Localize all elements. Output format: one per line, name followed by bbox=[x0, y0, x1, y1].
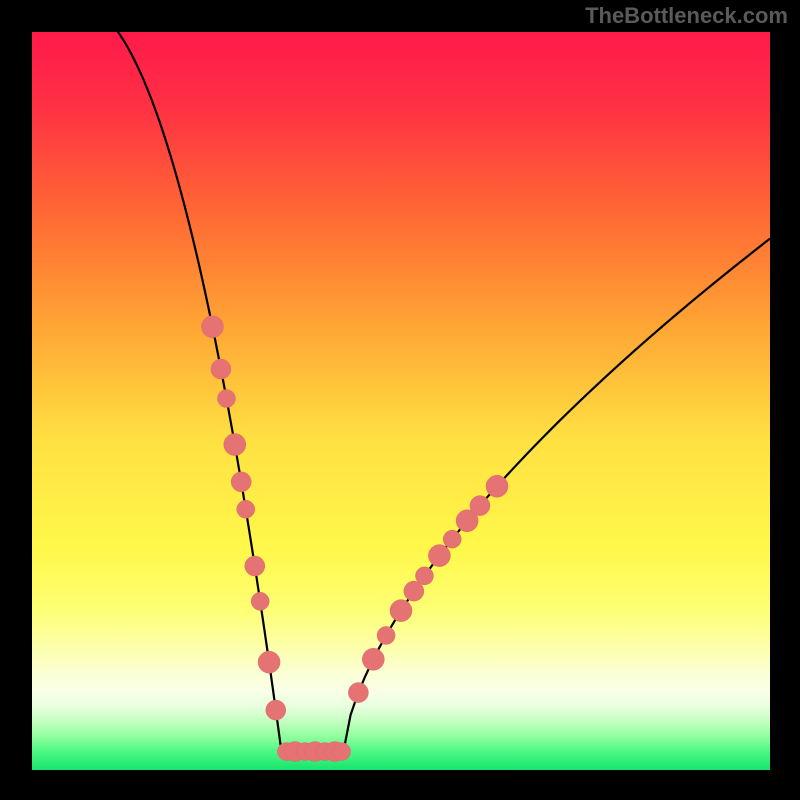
data-marker bbox=[428, 545, 450, 567]
data-marker bbox=[266, 700, 286, 720]
data-marker bbox=[224, 434, 246, 456]
data-marker bbox=[377, 626, 395, 644]
data-marker bbox=[231, 472, 251, 492]
data-marker bbox=[486, 475, 508, 497]
data-marker bbox=[443, 530, 461, 548]
plot-background bbox=[32, 32, 770, 770]
data-marker bbox=[211, 359, 231, 379]
data-marker bbox=[362, 648, 384, 670]
chart-container: TheBottleneck.com bbox=[0, 0, 800, 800]
watermark-label: TheBottleneck.com bbox=[585, 3, 788, 29]
chart-svg bbox=[0, 0, 800, 800]
data-marker bbox=[237, 500, 255, 518]
data-marker bbox=[390, 600, 412, 622]
data-marker bbox=[217, 390, 235, 408]
data-marker bbox=[258, 651, 280, 673]
data-marker bbox=[201, 316, 223, 338]
data-marker bbox=[333, 743, 351, 761]
data-marker bbox=[415, 567, 433, 585]
data-marker bbox=[470, 496, 490, 516]
data-marker bbox=[251, 592, 269, 610]
data-marker bbox=[348, 683, 368, 703]
data-marker bbox=[245, 556, 265, 576]
